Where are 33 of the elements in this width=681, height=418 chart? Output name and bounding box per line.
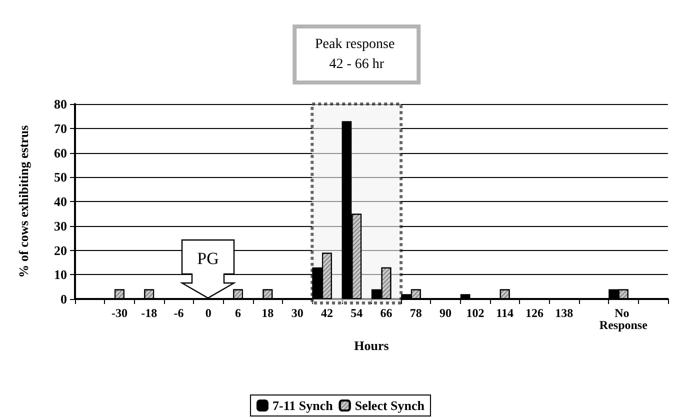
- legend-label: 7-11 Synch: [272, 398, 334, 413]
- y-tick-label: 40: [54, 194, 67, 209]
- y-tick-label: 0: [60, 292, 67, 306]
- y-tick-label: 10: [54, 267, 67, 282]
- x-tick-label: 18: [262, 306, 274, 320]
- x-tick-label: 30: [291, 306, 304, 320]
- band-label: Peak response 42 - 66 hr: [315, 37, 398, 72]
- x-tick-label: 126: [525, 306, 544, 320]
- y-tick-label: 50: [54, 170, 67, 185]
- x-tick-label: 114: [496, 306, 514, 320]
- x-tick-label: 6: [235, 306, 242, 320]
- y-tick-label: 60: [54, 145, 67, 160]
- callout-arrow: PG: [181, 239, 236, 299]
- x-axis-title: Hours: [354, 338, 389, 353]
- y-tick-label: 30: [54, 218, 67, 234]
- x-tick-label: 138: [555, 306, 574, 320]
- x-tick-label: -18: [141, 306, 158, 320]
- y-tick-label: 20: [54, 242, 67, 258]
- ref-line-label: PG: [198, 249, 220, 268]
- x-tick-label: -6: [174, 306, 184, 320]
- x-tick-label: 42: [320, 306, 333, 320]
- x-tick-label: 54: [350, 306, 363, 320]
- y-tick-label: 70: [54, 120, 67, 136]
- y-tick-label: 80: [54, 96, 67, 112]
- x-tick-label: 0: [205, 306, 212, 320]
- x-tick-label: 90: [440, 306, 452, 320]
- y-axis-title: % of cows exhibiting estrus: [16, 125, 31, 278]
- x-tick-label: No Response: [599, 306, 648, 332]
- x-tick-label: 102: [466, 306, 484, 320]
- x-tick-label: 78: [410, 306, 422, 320]
- x-tick-label: 66: [380, 306, 392, 320]
- legend-label: Select Synch: [354, 398, 426, 413]
- x-tick-label: -30: [111, 306, 128, 320]
